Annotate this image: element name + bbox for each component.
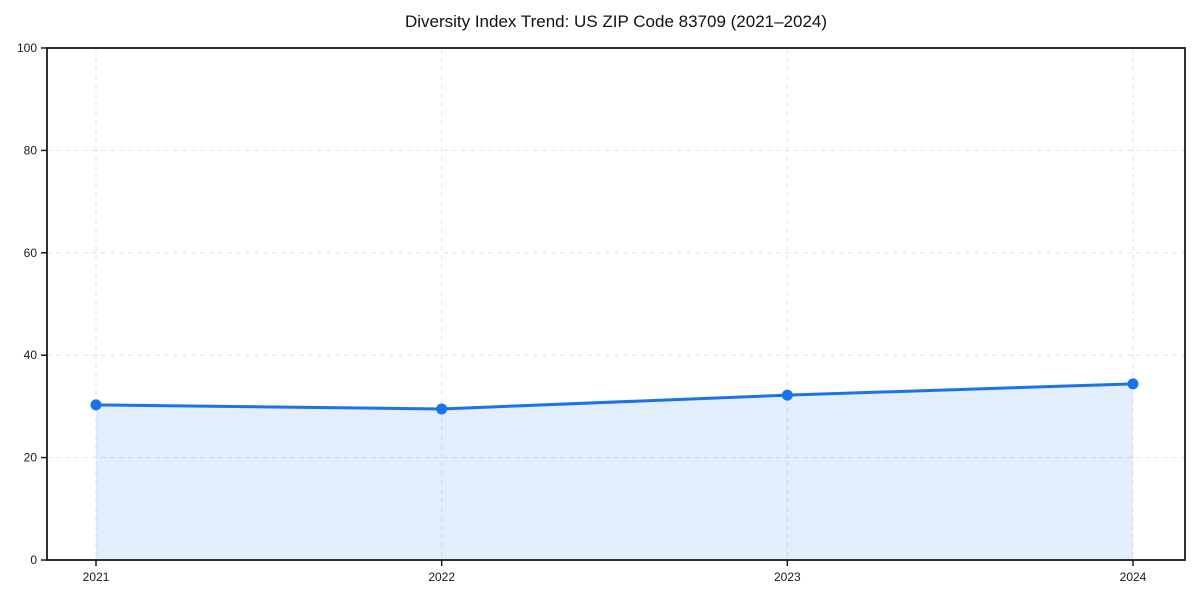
x-axis-tick-label: 2023 [774, 570, 801, 584]
data-point-marker [1127, 378, 1139, 390]
y-axis-tick-label: 80 [24, 143, 38, 157]
series-layer [90, 378, 1139, 560]
y-axis-tick-label: 60 [24, 246, 38, 260]
series-area-fill [96, 383, 1133, 560]
data-point-marker [90, 399, 102, 411]
y-axis-tick-label: 0 [30, 553, 37, 567]
data-point-marker [781, 389, 793, 401]
y-axis-tick-label: 20 [24, 451, 38, 465]
x-axis-tick-label: 2024 [1120, 570, 1147, 584]
data-point-marker [436, 403, 448, 415]
series-line [94, 382, 1135, 411]
y-axis-tick-label: 100 [17, 41, 37, 55]
chart-title: Diversity Index Trend: US ZIP Code 83709… [405, 12, 827, 31]
x-axis-tick-label: 2022 [428, 570, 455, 584]
plot-frame [46, 47, 1186, 561]
grid-layer [47, 48, 1185, 560]
x-axis-tick-label: 2021 [83, 570, 110, 584]
axis-layer: 0 20 40 60 80 100 2021 2022 2023 2024 [17, 41, 1147, 584]
y-axis-tick-label: 40 [24, 348, 38, 362]
